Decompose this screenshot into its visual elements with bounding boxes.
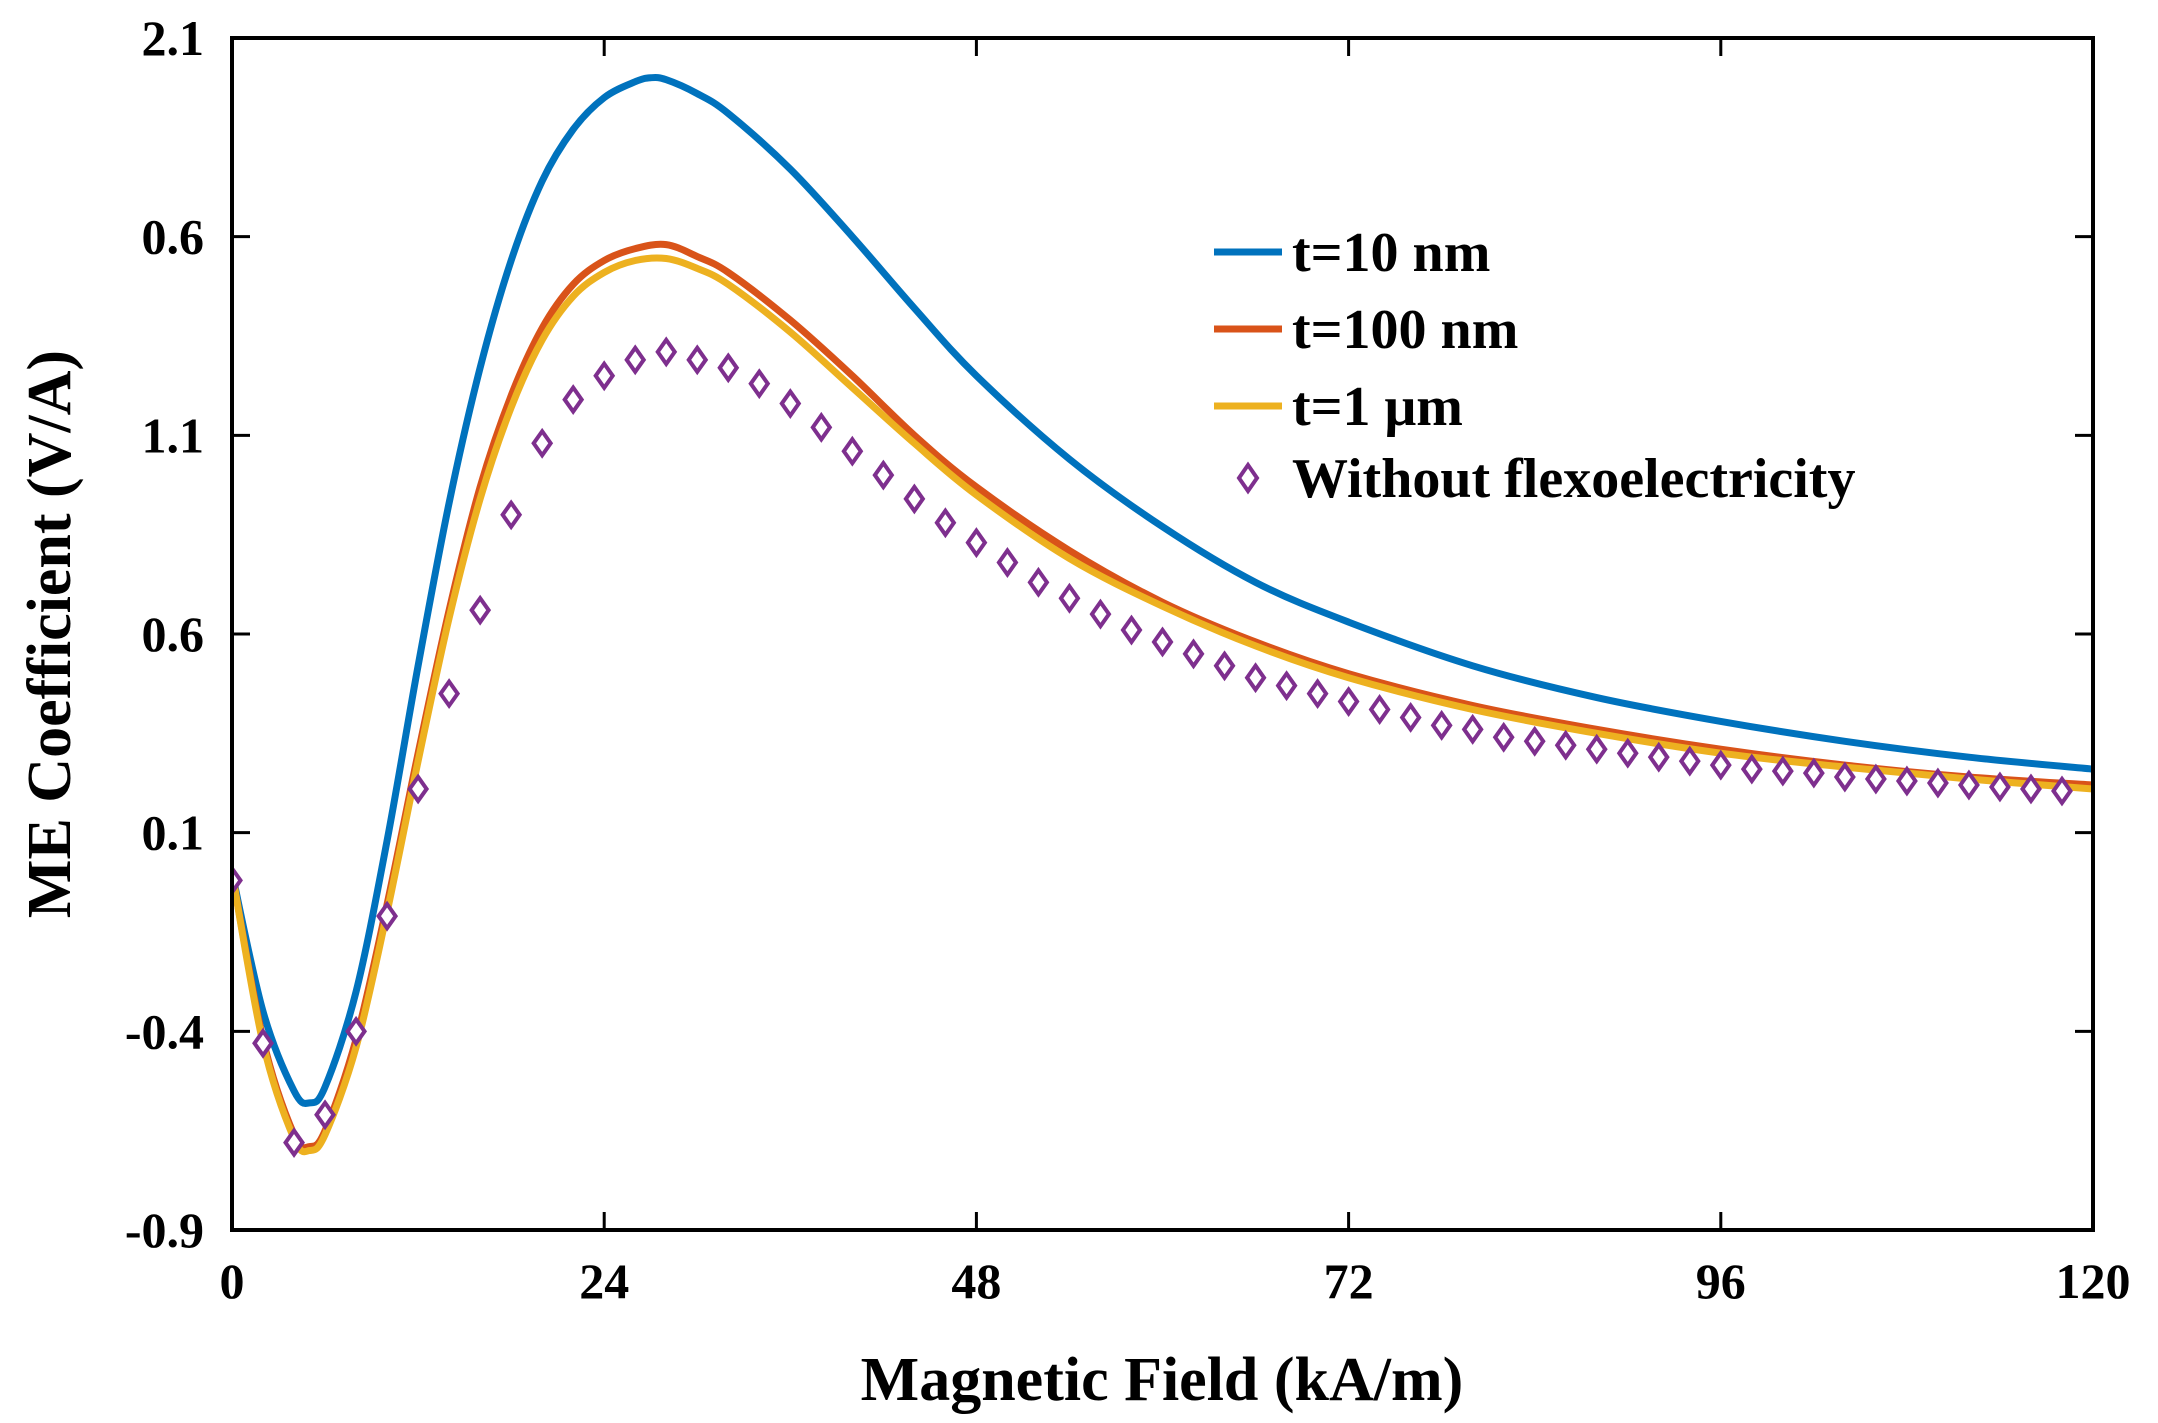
data-point-marker [1678, 745, 1701, 777]
data-point-marker [252, 1027, 274, 1059]
data-point-marker [1771, 755, 1794, 787]
data-point-marker [376, 900, 399, 932]
data-point-marker [593, 360, 616, 392]
data-point-marker [314, 1099, 337, 1131]
x-tick-label: 96 [1696, 1253, 1746, 1309]
data-point-marker [1895, 765, 1918, 797]
data-point-marker [1213, 650, 1236, 682]
data-point-marker [469, 594, 492, 626]
x-axis-label: Magnetic Field (kA/m) [861, 1346, 1464, 1414]
data-point-marker [2020, 773, 2042, 805]
y-axis-label: ME Coefficient (V/A) [16, 350, 84, 918]
data-point-marker [779, 388, 802, 420]
data-point-marker [1740, 753, 1763, 785]
data-point-marker [686, 344, 709, 376]
data-point-marker [1864, 763, 1887, 795]
data-point-marker [407, 773, 430, 805]
legend-label-t1um: t=1 μm [1292, 376, 1463, 438]
data-point-marker [232, 864, 243, 896]
data-point-marker [1647, 741, 1670, 773]
data-point-marker [1430, 709, 1453, 741]
data-point-marker [1461, 713, 1484, 745]
data-point-marker [655, 336, 678, 368]
data-point-marker [345, 1015, 368, 1047]
data-point-marker [1244, 662, 1267, 694]
data-point-marker [1802, 757, 1825, 789]
data-point-marker [624, 344, 647, 376]
data-point-marker [1399, 701, 1422, 733]
data-point-marker [810, 411, 833, 443]
data-point-marker [1058, 582, 1081, 614]
data-point-marker [1492, 721, 1515, 753]
data-point-marker [1616, 737, 1639, 769]
x-tick-label: 120 [2056, 1253, 2131, 1309]
y-tick-label: 0.6 [142, 209, 205, 265]
data-point-marker [1988, 771, 2011, 803]
legend: t=10 nm t=100 nm t=1 μm Without flexoele… [1214, 222, 1855, 510]
data-point-marker [1027, 566, 1050, 598]
data-point-marker [748, 368, 771, 400]
data-point-marker [841, 435, 864, 467]
x-tick-label: 0 [220, 1253, 245, 1309]
data-point-marker [965, 527, 988, 559]
data-point-marker [1306, 678, 1329, 710]
data-point-marker [903, 483, 926, 515]
data-point-marker [996, 547, 1019, 578]
tick-labels-layer: 0 24 48 72 96 120 -0.9 -0.4 0.1 0.6 1.1 0.6 2.1 [125, 10, 2131, 1309]
data-point-marker [872, 459, 895, 491]
data-point-marker [1957, 769, 1980, 801]
data-point-marker [1523, 725, 1546, 757]
data-point-marker [283, 1127, 305, 1159]
y-tick-label: 2.1 [142, 10, 205, 66]
data-point-marker [934, 507, 957, 539]
data-point-marker [1585, 733, 1608, 765]
data-point-marker [1926, 767, 1949, 799]
x-tick-label: 24 [579, 1253, 629, 1309]
data-point-marker [1151, 626, 1174, 658]
y-tick-label: 0.1 [142, 805, 205, 861]
data-point-marker [717, 352, 740, 384]
y-tick-label: -0.9 [125, 1202, 204, 1258]
data-point-marker [500, 499, 523, 531]
legend-label-without-flexo: Without flexoelectricity [1292, 448, 1855, 510]
data-point-marker [1833, 761, 1856, 793]
legend-label-t100nm: t=100 nm [1292, 299, 1518, 361]
data-point-marker [438, 678, 461, 710]
data-point-marker [1368, 694, 1391, 725]
data-point-marker [1089, 598, 1112, 630]
data-point-marker [1709, 749, 1732, 781]
data-point-marker [1120, 614, 1143, 646]
data-point-marker [1182, 638, 1205, 670]
x-tick-label: 72 [1324, 1253, 1374, 1309]
data-point-marker [531, 427, 554, 459]
y-tick-label: 1.1 [142, 407, 205, 463]
series-line-0 [232, 74, 2093, 1107]
x-tick-label: 48 [951, 1253, 1001, 1309]
data-point-marker [2051, 775, 2073, 807]
y-tick-label: -0.4 [125, 1003, 204, 1059]
y-tick-label: 0.6 [142, 606, 205, 662]
ticks-layer [230, 36, 2095, 1232]
data-point-marker [1337, 686, 1360, 718]
legend-label-t10nm: t=10 nm [1292, 222, 1490, 284]
data-point-marker [1554, 729, 1577, 761]
data-point-marker [1275, 670, 1298, 702]
series-layer [232, 74, 2093, 1159]
legend-marker-without-flexo [1236, 461, 1260, 495]
data-point-marker [562, 384, 585, 416]
